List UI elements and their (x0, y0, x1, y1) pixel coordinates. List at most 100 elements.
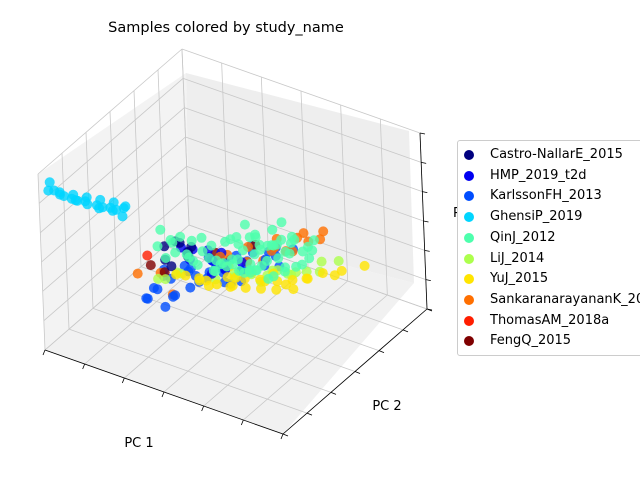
data-point (240, 220, 250, 230)
data-point (218, 258, 228, 268)
data-point (146, 260, 156, 270)
data-point (153, 274, 163, 284)
x-tick (241, 420, 243, 425)
data-point (330, 270, 340, 280)
x-tick (122, 378, 124, 383)
data-point (277, 217, 287, 227)
legend-label: GhensiP_2019 (490, 207, 582, 227)
legend-marker-icon (464, 150, 474, 160)
data-point (263, 274, 273, 284)
data-point (228, 281, 238, 291)
legend: Castro-NallarE_2015 HMP_2019_t2d KarlssonF… (457, 140, 640, 356)
y-tick (403, 330, 408, 332)
y-tick (379, 351, 384, 353)
data-point (133, 269, 143, 279)
z-tick (426, 280, 431, 281)
data-point (267, 225, 277, 235)
legend-item: GhensiP_2019 (458, 207, 582, 227)
legend-marker-icon (464, 336, 474, 346)
x-tick (202, 406, 204, 411)
legend-marker-icon (464, 212, 474, 222)
legend-label: ThomasAM_2018a (490, 311, 609, 331)
y-tick (331, 392, 336, 394)
data-point (94, 203, 104, 213)
data-point (166, 235, 176, 245)
legend-marker-icon (464, 295, 474, 305)
legend-label: SankaranarayananK_2015 (490, 290, 640, 310)
data-point (43, 186, 53, 196)
z-tick (421, 162, 426, 163)
data-point (318, 268, 328, 278)
x-axis-label: PC 1 (124, 436, 153, 451)
data-point (212, 279, 222, 289)
data-point (181, 271, 191, 281)
legend-marker-icon (464, 316, 474, 326)
data-point (273, 253, 283, 263)
y-tick (355, 372, 360, 374)
data-point (204, 253, 214, 263)
legend-label: LiJ_2014 (490, 249, 544, 269)
chart-title: Samples colored by study_name (108, 20, 344, 36)
data-point (82, 199, 92, 209)
y-tick (283, 434, 288, 436)
y-axis-label: PC 2 (372, 399, 401, 414)
data-point (155, 225, 165, 235)
data-point (220, 237, 230, 247)
legend-item: QinJ_2012 (458, 228, 556, 248)
legend-item: SankaranarayananK_2015 (458, 290, 640, 310)
legend-marker-icon (464, 233, 474, 243)
legend-item: ThomasAM_2018a (458, 311, 609, 331)
data-point (209, 266, 219, 276)
legend-marker-icon (464, 191, 474, 201)
x-tick (43, 350, 45, 355)
z-tick (420, 133, 425, 134)
data-point (153, 241, 163, 251)
data-point (170, 290, 180, 300)
data-point (297, 260, 307, 270)
data-point (286, 238, 296, 248)
x-tick (83, 364, 85, 369)
data-point (234, 266, 244, 276)
data-point (360, 261, 370, 271)
data-point (302, 274, 312, 284)
data-point (267, 240, 277, 250)
data-point (149, 283, 159, 293)
legend-item: HMP_2019_t2d (458, 166, 587, 186)
legend-item: KarlssonFH_2013 (458, 186, 602, 206)
data-point (317, 257, 327, 267)
legend-item: Castro-NallarE_2015 (458, 145, 623, 165)
data-point (238, 245, 248, 255)
data-point (206, 241, 216, 251)
data-point (309, 235, 319, 245)
legend-item: YuJ_2015 (458, 269, 548, 289)
data-point (59, 191, 69, 201)
z-tick (425, 250, 430, 251)
legend-label: KarlssonFH_2013 (490, 186, 602, 206)
data-point (160, 302, 170, 312)
data-point (251, 232, 261, 242)
data-point (141, 293, 151, 303)
legend-label: HMP_2019_t2d (490, 166, 587, 186)
data-point (271, 285, 281, 295)
data-point (171, 270, 181, 280)
legend-item: FengQ_2015 (458, 331, 571, 351)
data-point (195, 276, 205, 286)
legend-marker-icon (464, 274, 474, 284)
data-point (285, 249, 295, 259)
data-point (118, 211, 128, 221)
y-tick (307, 413, 312, 415)
data-point (231, 232, 241, 242)
data-point (108, 206, 118, 216)
data-point (241, 283, 251, 293)
data-point (255, 245, 265, 255)
data-point (245, 259, 255, 269)
legend-label: FengQ_2015 (490, 331, 571, 351)
data-point (334, 256, 344, 266)
data-point (281, 280, 291, 290)
legend-item: LiJ_2014 (458, 249, 544, 269)
z-tick (422, 192, 427, 193)
data-point (187, 236, 197, 246)
data-point (185, 283, 195, 293)
legend-marker-icon (464, 171, 474, 181)
data-point (170, 248, 180, 258)
